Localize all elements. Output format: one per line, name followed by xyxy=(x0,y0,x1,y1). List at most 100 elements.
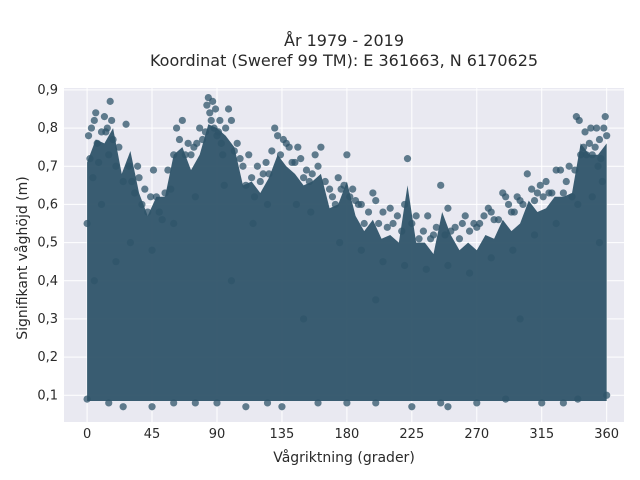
data-point xyxy=(444,204,452,212)
data-point xyxy=(206,109,214,117)
data-point xyxy=(170,399,178,407)
data-point xyxy=(437,181,445,189)
data-point xyxy=(224,105,233,113)
data-point xyxy=(285,143,293,151)
data-point xyxy=(349,185,357,193)
x-tick-label: 270 xyxy=(464,427,489,442)
data-point xyxy=(594,162,602,170)
data-point xyxy=(587,124,595,132)
point-cloud-core xyxy=(87,124,607,402)
data-point xyxy=(565,162,573,170)
data-point xyxy=(516,315,524,323)
y-tick-label: 0,7 xyxy=(37,159,58,174)
data-point xyxy=(115,143,123,151)
data-point xyxy=(487,254,495,262)
data-point xyxy=(191,399,199,407)
data-point xyxy=(84,132,93,140)
data-point xyxy=(494,216,503,224)
data-point xyxy=(331,200,339,209)
data-point xyxy=(509,246,517,254)
data-point xyxy=(336,238,344,247)
data-point xyxy=(476,219,484,228)
data-point xyxy=(455,235,464,243)
data-point xyxy=(393,212,402,220)
data-point xyxy=(444,261,452,270)
data-point xyxy=(198,135,207,144)
data-point xyxy=(581,128,589,136)
data-point xyxy=(125,162,133,170)
y-tick-label: 0,1 xyxy=(37,388,58,403)
data-point xyxy=(187,151,195,159)
data-point xyxy=(103,124,111,132)
data-point xyxy=(249,219,257,228)
y-tick-label: 0,6 xyxy=(37,197,58,212)
data-point xyxy=(559,189,567,197)
data-point xyxy=(271,124,279,132)
data-point xyxy=(441,231,449,239)
data-point xyxy=(372,197,380,205)
data-point xyxy=(274,132,282,140)
x-axis-label: Vågriktning (grader) xyxy=(273,449,415,466)
data-point xyxy=(444,403,452,411)
data-point xyxy=(340,181,348,189)
data-point xyxy=(97,200,106,209)
data-point xyxy=(429,231,438,239)
data-point xyxy=(93,139,101,147)
data-point xyxy=(415,235,423,243)
data-point xyxy=(207,116,215,125)
data-point xyxy=(250,193,259,201)
data-point xyxy=(262,158,270,167)
data-point xyxy=(314,162,322,170)
chart-title-line-2: Koordinat (Sweref 99 TM): E 361663, N 61… xyxy=(150,51,538,70)
y-axis-ticks: 0,1 0,2 0,3 0,4 0,5 0,6 0,7 0,8 0,9 xyxy=(37,83,58,403)
data-point xyxy=(577,151,585,159)
data-point xyxy=(167,185,175,193)
data-point xyxy=(548,189,556,197)
data-point xyxy=(201,128,210,136)
data-point xyxy=(141,185,149,193)
data-point xyxy=(149,166,158,174)
data-point xyxy=(263,200,272,209)
y-tick-label: 0,3 xyxy=(37,312,58,327)
data-point xyxy=(343,151,351,159)
data-point xyxy=(408,219,416,228)
data-point xyxy=(292,200,300,209)
data-point xyxy=(196,124,204,132)
data-point xyxy=(325,185,334,193)
data-point xyxy=(155,208,163,216)
data-point xyxy=(533,189,542,197)
data-point xyxy=(248,174,256,182)
data-point xyxy=(592,124,601,132)
x-tick-label: 360 xyxy=(594,427,619,442)
data-point xyxy=(372,399,380,407)
data-point xyxy=(89,174,97,182)
data-point xyxy=(109,135,117,144)
data-point xyxy=(379,208,387,216)
data-point xyxy=(90,277,98,285)
data-point xyxy=(317,143,325,151)
data-point xyxy=(552,219,560,228)
data-point xyxy=(299,315,308,323)
y-tick-label: 0,2 xyxy=(37,350,58,365)
data-point xyxy=(487,208,495,216)
data-point xyxy=(465,227,474,235)
data-point xyxy=(259,170,267,178)
data-point xyxy=(146,193,155,201)
data-point xyxy=(214,128,223,136)
data-point xyxy=(209,97,217,105)
data-point xyxy=(424,212,432,220)
data-point xyxy=(412,212,420,220)
data-point xyxy=(562,177,570,186)
y-tick-label: 0,4 xyxy=(37,274,58,289)
data-point xyxy=(100,113,109,121)
x-tick-label: 135 xyxy=(270,427,295,442)
data-point xyxy=(161,189,169,197)
data-point xyxy=(480,212,488,220)
data-point xyxy=(539,193,547,201)
data-point xyxy=(242,181,250,189)
data-point xyxy=(164,166,172,174)
data-point xyxy=(308,170,316,178)
data-point xyxy=(600,124,608,132)
data-point xyxy=(432,223,440,231)
data-point xyxy=(216,116,224,125)
